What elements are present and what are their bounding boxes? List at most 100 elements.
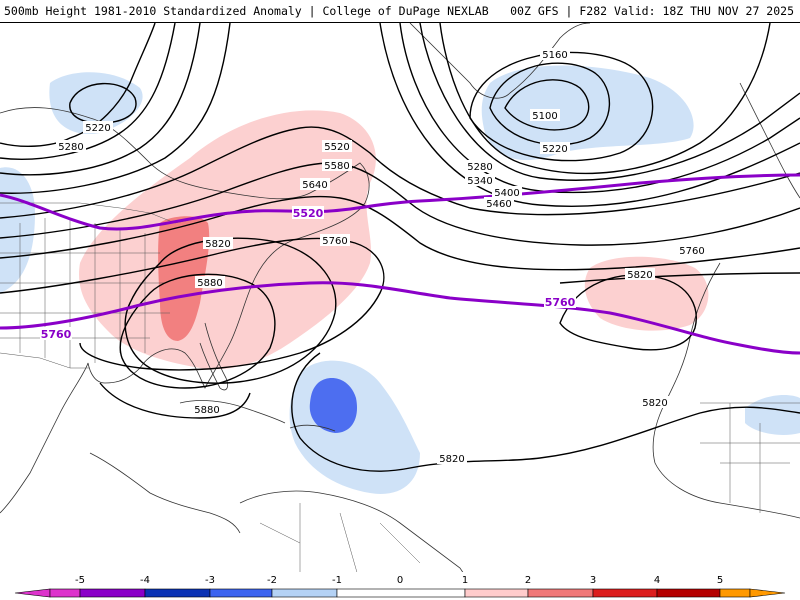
political-borders	[0, 202, 800, 583]
label-box-5580: 5580	[322, 159, 352, 172]
contour-5820-east	[559, 274, 697, 351]
header-bar: 500mb Height 1981-2010 Standardized Anom…	[0, 0, 800, 23]
anomaly-neg-caribbean-core	[309, 378, 358, 433]
coast-central-america	[89, 452, 241, 534]
coastlines	[0, 23, 800, 583]
coast-africa	[652, 262, 800, 519]
coast-south-america	[239, 490, 471, 583]
colorbar-tick-labels: -5 -4 -3 -2 -1 0 1 2 3 4 5	[75, 575, 723, 586]
purple-contour-label: 5760	[41, 328, 72, 341]
label-box-5220-east: 5220	[540, 142, 570, 155]
contour-label: 5760	[679, 246, 704, 257]
label-box-5220-west: 5220	[83, 121, 113, 134]
colorbar-swatch	[592, 588, 658, 598]
contour-5220-east	[469, 51, 654, 162]
south-america-borders	[259, 503, 421, 583]
contour-label: 5460	[486, 199, 511, 210]
label-box-5400: 5400	[492, 186, 522, 199]
contour-label: 5880	[194, 405, 219, 416]
colorbar-tick-label: -1	[332, 575, 342, 586]
colorbar-tick-label: -2	[267, 575, 277, 586]
contour-5580	[0, 162, 800, 246]
colorbar-swatch	[79, 588, 146, 598]
label-box-5820-b: 5820	[625, 268, 655, 281]
colorbar-tick-label: -4	[140, 575, 150, 586]
contour-5340	[0, 23, 800, 181]
label-box-5760-west: 5760	[320, 234, 350, 247]
colorbar-tick-label: 3	[590, 575, 596, 586]
colorbar-swatch	[464, 588, 529, 598]
contour-label: 5280	[58, 142, 83, 153]
colorbar-swatch	[49, 588, 81, 598]
contour-5160	[489, 62, 611, 146]
contour-label: 5880	[197, 278, 222, 289]
label-box-5640: 5640	[300, 178, 330, 191]
colorbar-swatch	[656, 588, 721, 598]
label-box-5460: 5460	[484, 197, 514, 210]
height-contours	[0, 23, 800, 472]
label-box-5100: 5100	[530, 109, 560, 122]
contour-label: 5220	[542, 144, 567, 155]
contour-5880	[119, 273, 276, 389]
contour-label: 5580	[324, 161, 349, 172]
colorbar-swatch	[527, 588, 594, 598]
colorbar-tick-label: -3	[205, 575, 215, 586]
border-us-mexico	[0, 352, 90, 369]
contour-5760	[0, 237, 385, 371]
purple-label-group: 5520 5760 5760	[40, 206, 576, 341]
colorbar-tick-label: -5	[75, 575, 85, 586]
coast-cuba	[179, 400, 286, 424]
label-box-5340: 5340	[465, 174, 495, 187]
purple-label-box-5760-east: 5760	[544, 295, 576, 309]
label-box-5880-b: 5880	[192, 403, 222, 416]
label-box-5820-c: 5820	[640, 396, 670, 409]
purple-contour-label: 5760	[545, 296, 576, 309]
colorbar-swatch	[209, 588, 273, 598]
label-box-5880-a: 5880	[195, 276, 225, 289]
label-box-5520: 5520	[322, 140, 352, 153]
africa-borders	[700, 402, 800, 513]
contour-label: 5280	[467, 162, 492, 173]
contour-5880-south	[99, 382, 251, 419]
contour-label: 5820	[642, 398, 667, 409]
colorbar-tick-label: 0	[397, 575, 403, 586]
purple-contours	[0, 173, 800, 355]
label-box-5160: 5160	[540, 48, 570, 61]
coast-europe	[739, 82, 800, 199]
purple-label-box-5520: 5520	[292, 206, 324, 220]
contour-5640	[0, 195, 800, 271]
contour-label: 5220	[85, 123, 110, 134]
colorbar-tick-label: 2	[525, 575, 531, 586]
purple-5760	[0, 281, 800, 355]
contour-label: 5400	[494, 188, 519, 199]
contour-label: 5820	[205, 239, 230, 250]
anomaly-pos-core	[158, 216, 210, 341]
contour-label: 5820	[439, 454, 464, 465]
label-box-5760-east: 5760	[677, 244, 707, 257]
contour-label-group: 5160 5100 5220 5220 5280 5280 5340 5400 …	[56, 48, 707, 465]
anomaly-neg-nw	[49, 72, 143, 134]
contour-label: 5820	[627, 270, 652, 281]
model-run-info: 00Z GFS | F282 Valid: 18Z THU NOV 27 202…	[510, 4, 794, 18]
anomaly-neg-east	[745, 395, 800, 435]
anomaly-color-bar: -5 -4 -3 -2 -1 0 1 2 3 4 5	[0, 572, 800, 600]
contour-5220-west	[69, 82, 137, 124]
anomaly-neg-west-edge	[0, 167, 35, 293]
label-box-5820-d: 5820	[437, 452, 467, 465]
contour-label: 5340	[467, 176, 492, 187]
contour-5100	[504, 79, 590, 131]
colorbar-tick-label: 1	[462, 575, 468, 586]
coast-florida	[199, 322, 228, 391]
contour-label: 5760	[322, 236, 347, 247]
coast-north-america	[0, 107, 370, 514]
contour-label: 5160	[542, 50, 567, 61]
colorbar-swatch	[336, 588, 466, 598]
purple-contour-label: 5520	[293, 207, 324, 220]
contour-5760-east	[559, 272, 800, 284]
label-box-5280-east: 5280	[465, 160, 495, 173]
contour-label: 5640	[302, 180, 327, 191]
label-box-5280-west: 5280	[56, 140, 86, 153]
colorbar-swatch	[271, 588, 338, 598]
colorbar-arrow-left	[14, 588, 51, 598]
